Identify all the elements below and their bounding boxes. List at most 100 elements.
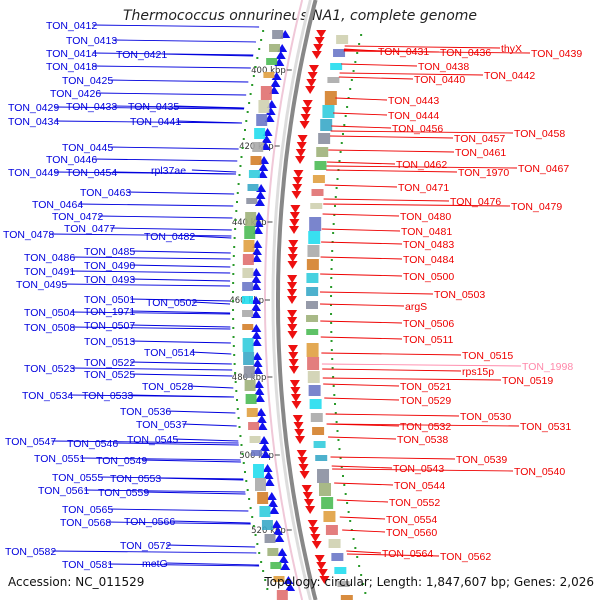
feature-tile [334, 567, 347, 574]
right-leader-line [330, 130, 514, 134]
forward-gene-arrow [252, 240, 263, 248]
right-gene-label: TON_0552 [389, 497, 440, 509]
right-gene-label: TON_0562 [440, 551, 491, 563]
feature-tile [245, 394, 257, 404]
right-gene-label: TON_1998 [522, 361, 573, 373]
left-gene-label: TON_0435 [128, 101, 179, 113]
right-leader-line [326, 169, 458, 173]
right-gene-label: thyX [501, 43, 522, 55]
left-leader-line [130, 324, 231, 328]
forward-gene-arrow [259, 436, 270, 444]
feature-tile [243, 240, 255, 252]
right-leader-line [326, 423, 520, 427]
reverse-gene-arrow [299, 471, 310, 479]
track-dot [240, 444, 243, 446]
right-gene-label: TON_0515 [462, 350, 513, 362]
track-dot [330, 340, 333, 342]
feature-tile [269, 44, 281, 52]
track-dot [346, 106, 349, 108]
feature-tile [251, 450, 263, 456]
right-gene-label: TON_0532 [400, 421, 451, 433]
track-dot [254, 66, 257, 68]
left-gene-label: TON_0508 [24, 322, 75, 334]
left-gene-label: TON_0502 [146, 297, 197, 309]
forward-gene-arrow [278, 555, 289, 563]
right-gene-label: TON_0471 [398, 182, 449, 194]
reverse-gene-arrow [287, 310, 298, 318]
reverse-gene-arrow [289, 380, 300, 388]
right-gene-label: TON_0442 [484, 70, 535, 82]
left-gene-label: TON_0414 [46, 48, 97, 60]
right-gene-label: TON_0438 [418, 61, 469, 73]
reverse-gene-arrow [297, 457, 308, 465]
reverse-gene-arrow [306, 79, 317, 87]
feature-tile [327, 77, 340, 83]
backbone-shadow [271, 0, 312, 600]
track-dot [233, 246, 236, 248]
feature-tile [306, 329, 319, 335]
right-gene-label: TON_0564 [382, 548, 433, 560]
feature-tile [267, 548, 279, 556]
feature-tile [330, 63, 343, 70]
forward-gene-arrow [254, 394, 265, 402]
track-dot [362, 583, 365, 585]
reverse-gene-arrow [292, 177, 303, 185]
track-dot [356, 556, 359, 558]
reverse-gene-arrow [295, 149, 306, 157]
reverse-gene-arrow [313, 44, 324, 52]
forward-gene-arrow [251, 268, 262, 276]
left-gene-label: TON_0418 [46, 61, 97, 73]
track-dot [354, 547, 357, 549]
reverse-gene-arrow [305, 506, 316, 514]
track-dot [338, 448, 341, 450]
forward-gene-arrow [264, 478, 275, 486]
forward-gene-arrow [251, 282, 262, 290]
left-gene-label: TON_0501 [84, 294, 135, 306]
right-leader-line [329, 135, 454, 139]
track-dot [364, 592, 367, 594]
right-leader-line [334, 482, 394, 486]
track-dot [336, 178, 339, 180]
reverse-gene-arrow [296, 450, 307, 458]
left-gene-label: TON_0425 [62, 75, 113, 87]
left-leader-line [156, 477, 244, 481]
reverse-gene-arrow [288, 352, 299, 360]
reverse-gene-arrow [289, 212, 300, 220]
feature-tile [245, 212, 257, 226]
track-dot [236, 408, 239, 410]
feature-tile [315, 455, 328, 461]
feature-tile [242, 268, 254, 278]
left-gene-label: TON_0551 [34, 453, 85, 465]
feature-tile [310, 203, 323, 209]
left-gene-label: TON_0463 [80, 187, 131, 199]
reverse-gene-arrow [291, 401, 302, 409]
left-gene-label: TON_0441 [130, 116, 181, 128]
right-leader-line [321, 352, 462, 356]
track-dot [334, 196, 337, 198]
left-leader-line [130, 278, 231, 282]
forward-gene-arrow [254, 387, 265, 395]
right-gene-label: TON_0544 [394, 480, 445, 492]
right-gene-label: TON_0479 [511, 201, 562, 213]
track-dot [343, 484, 346, 486]
reverse-gene-arrow [290, 394, 301, 402]
feature-tile [331, 553, 344, 561]
right-gene-label: TON_0439 [531, 48, 582, 60]
right-gene-label: TON_0458 [514, 128, 565, 140]
forward-gene-arrow [251, 324, 262, 332]
track-dot [232, 300, 234, 302]
feature-tile [276, 590, 288, 600]
right-gene-label: TON_0457 [454, 133, 505, 145]
track-dot [352, 538, 355, 540]
feature-tile [333, 49, 346, 57]
left-leader-line [130, 250, 231, 254]
left-gene-label: TON_1971 [84, 306, 135, 318]
left-gene-label: TON_0507 [84, 320, 135, 332]
reverse-gene-arrow [287, 282, 298, 290]
track-dot [232, 273, 235, 275]
reverse-gene-arrow [287, 331, 298, 339]
feature-tile [242, 296, 254, 304]
right-gene-label: TON_0539 [456, 454, 507, 466]
feature-tile [243, 352, 255, 365]
left-leader-line [130, 310, 231, 314]
